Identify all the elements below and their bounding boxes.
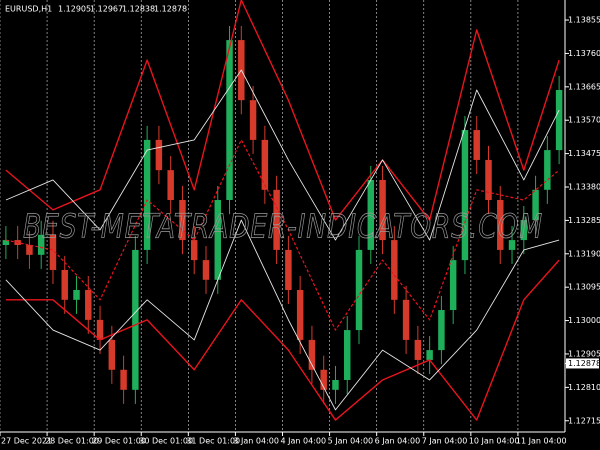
x-tick-label: 28 Dec 01:00: [45, 437, 99, 446]
x-tick-label: 3 Jan 04:00: [233, 437, 279, 446]
candle-body: [426, 350, 433, 360]
candle-body: [332, 379, 339, 390]
candle-body: [179, 200, 186, 241]
candle-body: [449, 260, 457, 311]
candle-body: [520, 220, 528, 241]
candle-body: [85, 289, 92, 320]
candle-body: [26, 244, 33, 255]
candle-body: [367, 179, 375, 250]
candle-body: [285, 249, 292, 290]
candle-body: [461, 130, 469, 261]
candle-body: [296, 289, 304, 340]
candle-body: [273, 189, 280, 250]
last-price-label: 1.12878: [568, 359, 600, 368]
candle-body: [61, 269, 68, 300]
indicator-line: [5, 259, 560, 421]
candle-body: [167, 170, 174, 201]
candle-body: [414, 339, 422, 360]
indicator-line: [5, 219, 560, 411]
y-tick-label: 1.12810: [568, 383, 600, 392]
candle-body: [49, 234, 57, 270]
y-tick-label: 1.13190: [568, 249, 600, 258]
y-tick-label: 1.13000: [568, 316, 600, 325]
candle-body: [143, 139, 151, 250]
candle-body: [308, 339, 316, 370]
x-tick-label: 6 Jan 04:00: [375, 437, 421, 446]
y-tick-label: 1.13475: [568, 149, 600, 158]
candle-body: [544, 150, 551, 190]
candle-body: [214, 200, 221, 280]
candle-body: [473, 130, 480, 160]
x-tick-label: 5 Jan 04:00: [328, 437, 374, 446]
candle-body: [190, 240, 198, 261]
candle-body: [355, 249, 363, 331]
watermark: BEST-METATRADER-INDICATORS.COM: [23, 207, 543, 246]
ohlc-high: 1.12967: [90, 5, 123, 14]
indicator-line: [5, 139, 560, 331]
candle-body: [497, 200, 504, 250]
candle-body: [438, 310, 445, 351]
candle-body: [508, 240, 516, 250]
x-tick-label: 4 Jan 04:00: [281, 437, 327, 446]
ohlc-open: 1.12905: [58, 5, 91, 14]
candle-body: [226, 40, 233, 201]
y-tick-label: 1.12715: [568, 416, 600, 425]
ohlc-low: 1.12838: [122, 5, 155, 14]
grid: [0, 0, 519, 432]
y-tick-label: 1.12905: [568, 349, 600, 358]
plot-area: [2, 0, 563, 421]
candle-body: [120, 369, 127, 390]
y-tick-label: 1.13855: [568, 16, 600, 25]
x-tick-label: 7 Jan 04:00: [422, 437, 468, 446]
candle-body: [261, 139, 269, 190]
candle-body: [249, 100, 257, 140]
indicator-line: [5, 69, 560, 241]
y-tick-label: 1.13570: [568, 116, 600, 125]
candle-body: [108, 339, 116, 370]
indicator-line: [5, 0, 560, 221]
candle-body: [532, 189, 539, 221]
x-tick-label: 10 Jan 04:00: [469, 437, 520, 446]
candle-body: [485, 159, 492, 201]
candle-body: [402, 299, 410, 340]
y-tick-label: 1.13285: [568, 216, 600, 225]
candle-body: [379, 179, 386, 241]
x-tick-label: 31 Dec 01:00: [186, 437, 240, 446]
candle-body: [2, 240, 10, 245]
header: EURUSD,H1 1.12905 1.12967 1.12838 1.1287…: [5, 5, 187, 14]
y-tick-label: 1.13760: [568, 49, 600, 58]
candle-body: [37, 234, 45, 255]
candle-body: [344, 330, 351, 380]
candle-body: [73, 289, 80, 300]
last-price-box: [566, 358, 599, 369]
candle-body: [155, 139, 163, 171]
y-tick-label: 1.13095: [568, 283, 600, 292]
x-tick-label: 27 Dec 2021: [1, 437, 52, 446]
ohlc-close: 1.12878: [154, 5, 187, 14]
candle-body: [555, 89, 563, 151]
x-tick-label: 11 Jan 04:00: [516, 437, 567, 446]
x-tick-label: 30 Dec 01:00: [139, 437, 193, 446]
x-tick-label: 29 Dec 01:00: [92, 437, 146, 446]
candle-body: [132, 249, 139, 390]
y-tick-label: 1.13665: [568, 82, 600, 91]
symbol-label: EURUSD,H1: [5, 5, 52, 14]
candle-body: [391, 240, 398, 300]
candle-body: [320, 369, 327, 390]
y-tick-label: 1.13380: [568, 183, 600, 192]
candle-body: [202, 260, 210, 280]
candle-body: [96, 319, 104, 340]
